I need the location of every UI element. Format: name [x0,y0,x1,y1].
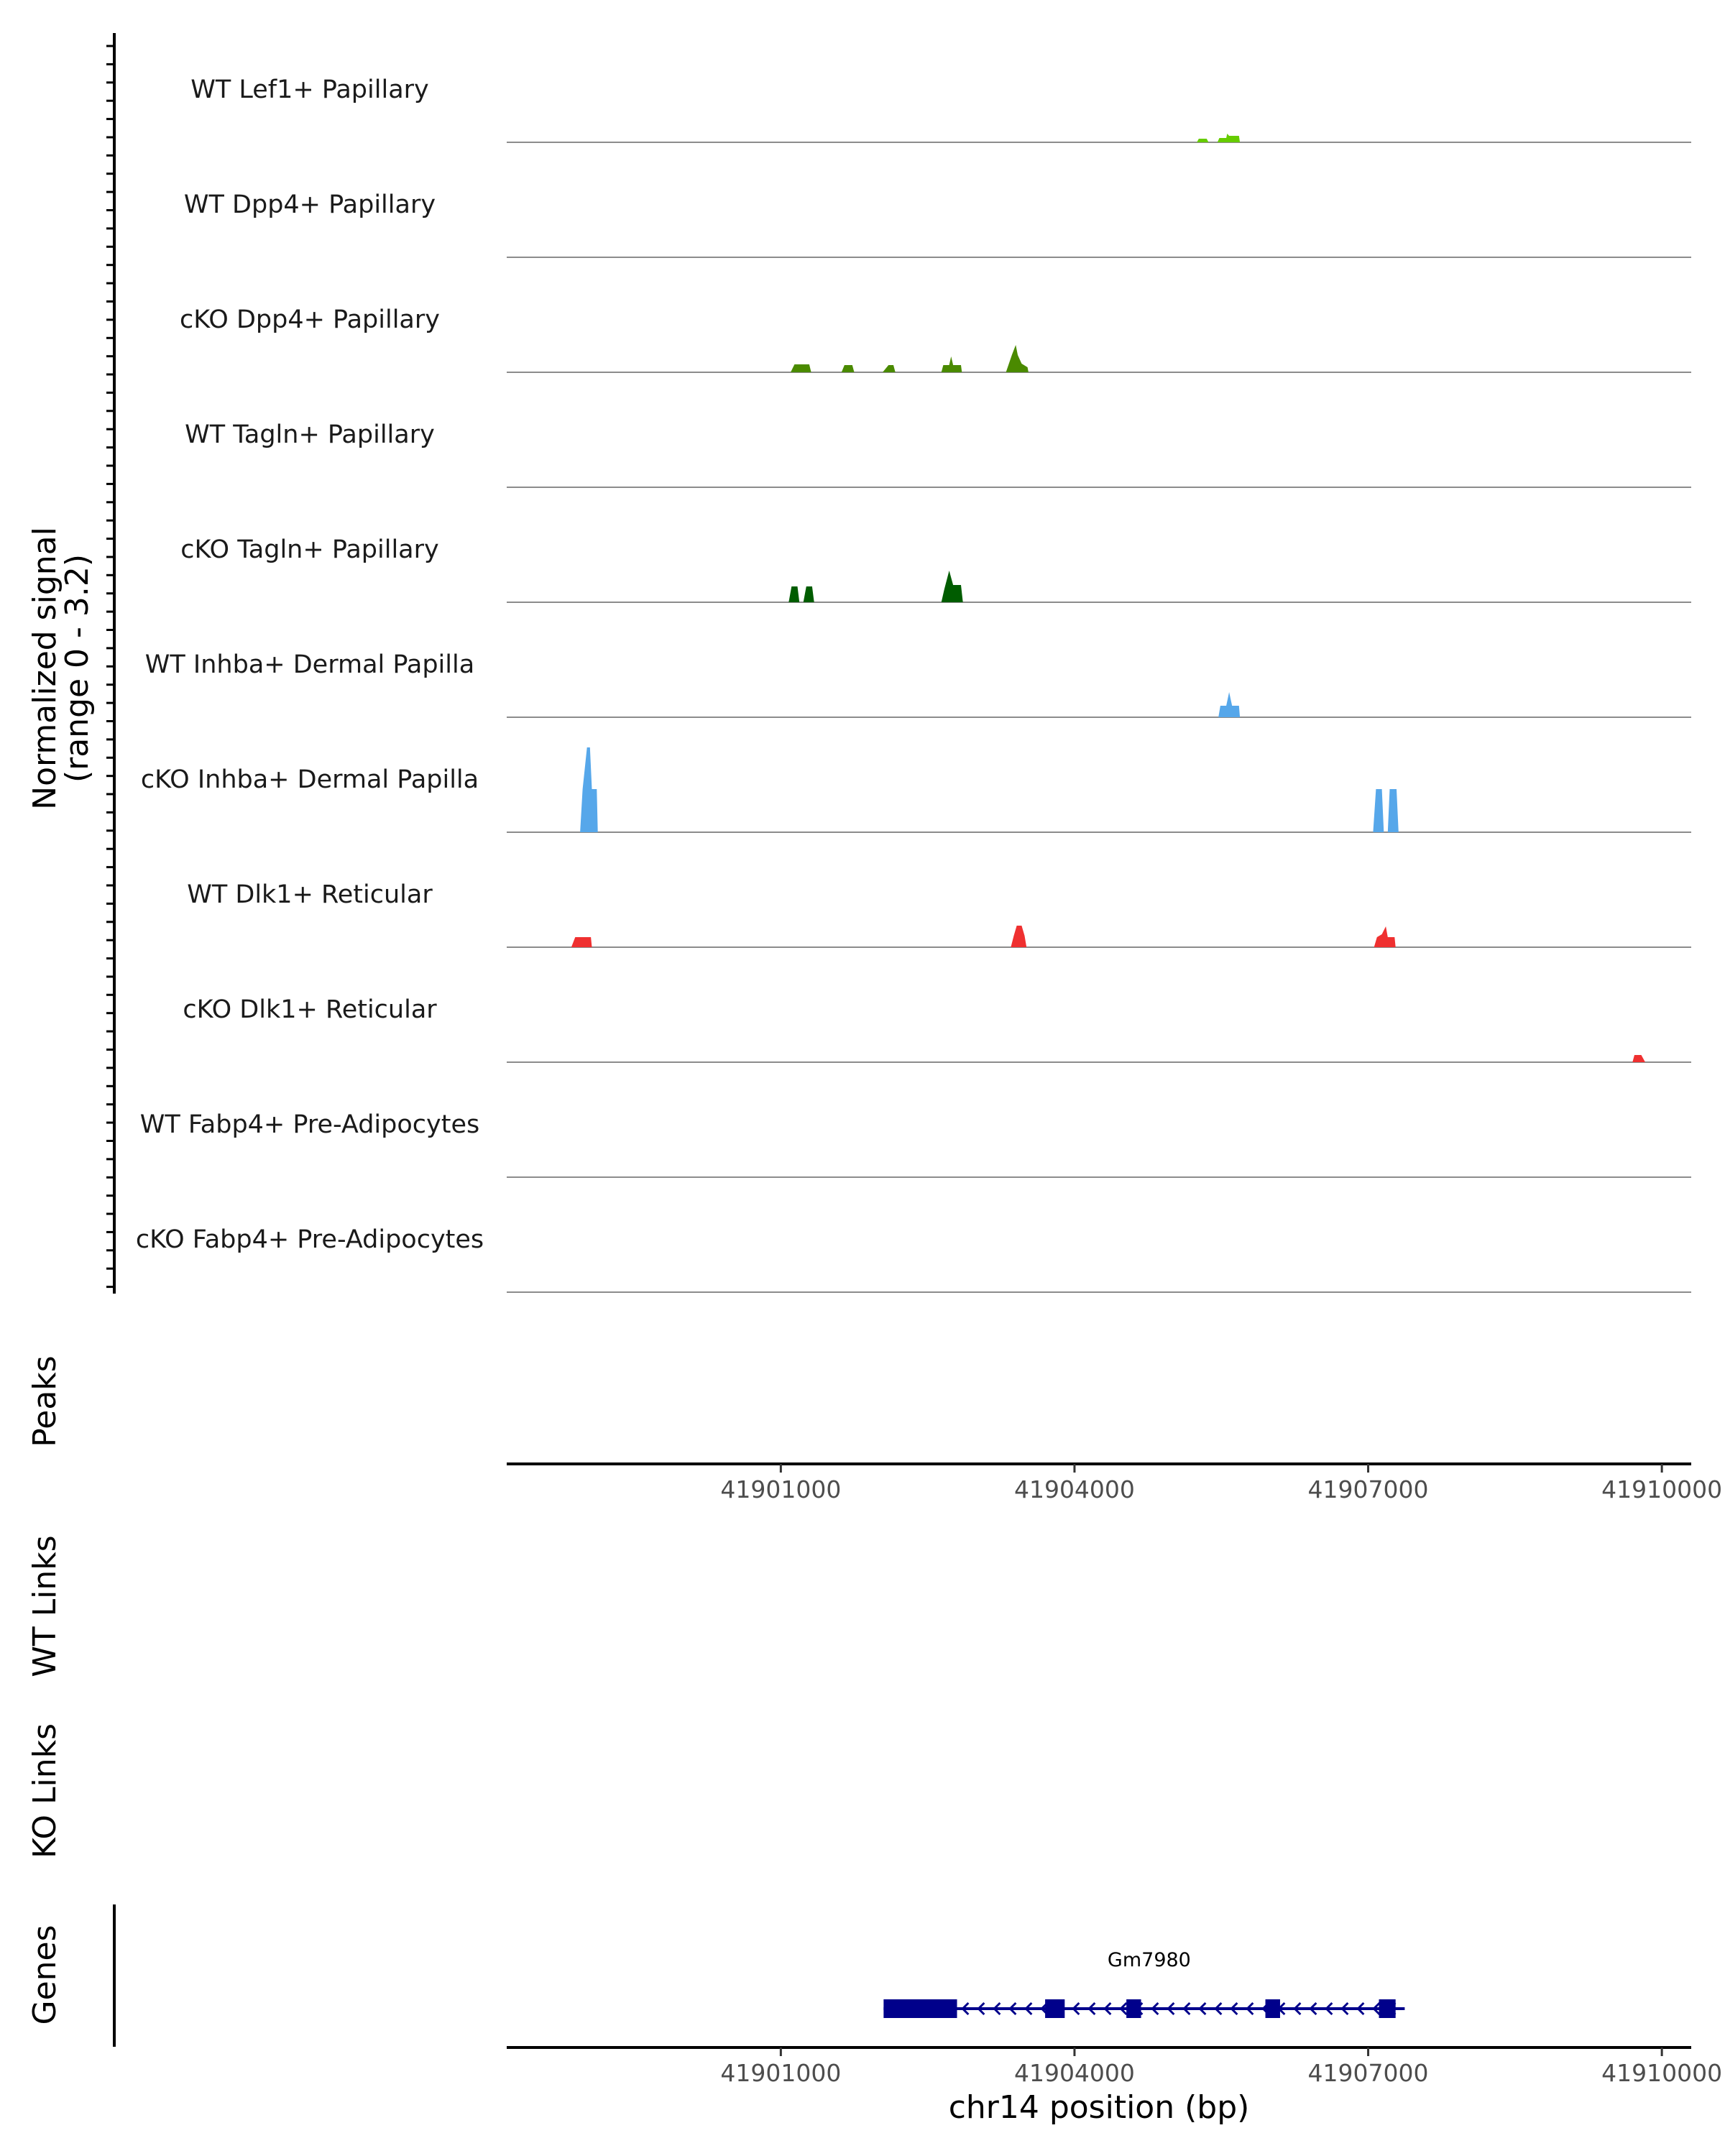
gene-strand-arrow [1230,2001,1238,2016]
gene-strand-arrow [1356,2001,1365,2016]
signal-tracks: WT Lef1+ Papillary WT Dpp4+ Papillary cKO … [136,75,1691,1293]
gene-strand-arrow [1246,2001,1254,2016]
track-label-wt-inhba-dermal-papilla: WT Inhba+ Dermal Papilla [145,650,474,679]
track-label-wt-dpp4-papillary: WT Dpp4+ Papillary [184,190,436,219]
gene-exon [883,1999,957,2018]
track-label-cko-fabp4-pre-adipocytes: cKO Fabp4+ Pre-Adipocytes [136,1225,484,1254]
gene-strand-arrow [961,2001,970,2016]
gene-strand-arrow [1008,2001,1017,2016]
track-signal-cko-dlk1-reticular [1632,1055,1645,1062]
track-wt-fabp4-pre-adipocytes: WT Fabp4+ Pre-Adipocytes [140,1110,1691,1178]
track-label-cko-tagln-papillary: cKO Tagln+ Papillary [180,535,439,564]
x-tick-label: 41910000 [1601,2059,1722,2087]
track-cko-dlk1-reticular: cKO Dlk1+ Reticular [183,995,1691,1063]
wt-links-track-label: WT Links [27,1535,63,1677]
track-signal-wt-dlk1-reticular [571,926,1396,947]
x-tick-label: 41904000 [1014,2059,1135,2087]
gene-strand-arrow [1198,2001,1207,2016]
y-axis-title-line2: (range 0 - 3.2) [59,554,96,783]
track-wt-dpp4-papillary: WT Dpp4+ Papillary [184,190,1691,258]
gene-strand-arrow [977,2001,985,2016]
peaks-track-label: Peaks [27,1355,63,1447]
ko-links-track-label: KO Links [27,1723,63,1858]
track-label-wt-lef1-papillary: WT Lef1+ Papillary [190,75,429,104]
gene-exon [1265,1999,1280,2018]
track-signal-wt-lef1-papillary [1197,134,1241,142]
track-cko-fabp4-pre-adipocytes: cKO Fabp4+ Pre-Adipocytes [136,1225,1691,1293]
bottom-x-axis-ticks: 41901000 41904000 41907000 41910000 [720,2047,1722,2087]
gene-strand-arrow [1309,2001,1317,2016]
track-wt-dlk1-reticular: WT Dlk1+ Reticular [187,880,1691,948]
track-wt-lef1-papillary: WT Lef1+ Papillary [190,75,1691,143]
x-axis-title: chr14 position (bp) [949,2089,1250,2126]
peaks-x-axis-ticks: 41901000 41904000 41907000 41910000 [720,1464,1722,1503]
gene-strand-arrow [1119,2001,1128,2016]
track-label-wt-tagln-papillary: WT Tagln+ Papillary [185,420,435,449]
track-cko-dpp4-papillary: cKO Dpp4+ Papillary [180,305,1691,373]
gene-strand-arrow [1293,2001,1302,2016]
track-label-wt-dlk1-reticular: WT Dlk1+ Reticular [187,880,433,909]
gene-strand-arrow [1103,2001,1112,2016]
x-tick-label: 41907000 [1308,2059,1429,2087]
gene-exon [1126,1999,1141,2018]
gene-exon [1379,1999,1396,2018]
track-signal-cko-inhba-dermal-papilla [580,747,1399,832]
gene-strand-arrow [993,2001,1001,2016]
x-tick-label: 41907000 [1308,1475,1429,1503]
x-tick-label: 41904000 [1014,1475,1135,1503]
gene-strand-arrow [1325,2001,1333,2016]
track-wt-tagln-papillary: WT Tagln+ Papillary [185,420,1691,488]
track-label-cko-dpp4-papillary: cKO Dpp4+ Papillary [180,305,440,334]
signal-y-axis-ticks [106,45,114,1289]
track-signal-wt-inhba-dermal-papilla [1218,692,1241,717]
x-tick-label: 41901000 [720,2059,841,2087]
gene-strand-arrow [1024,2001,1033,2016]
genes-track-label: Genes [27,1925,63,2024]
gene-strand-arrow [1372,2001,1381,2016]
gene-exon [1045,1999,1065,2018]
gene-strand-arrow [1151,2001,1159,2016]
gene-strand-arrow [1167,2001,1175,2016]
y-axis-title-line1: Normalized signal [27,527,63,810]
gene-annotation [883,1999,1405,2018]
track-label-wt-fabp4-pre-adipocytes: WT Fabp4+ Pre-Adipocytes [140,1110,479,1139]
x-tick-label: 41901000 [720,1475,841,1503]
gene-name-label: Gm7980 [1108,1949,1191,1971]
gene-strand-arrow [1214,2001,1223,2016]
track-label-cko-dlk1-reticular: cKO Dlk1+ Reticular [183,995,437,1024]
track-signal-cko-dpp4-papillary [791,345,1029,372]
gene-strand-arrow [1087,2001,1096,2016]
track-signal-cko-tagln-papillary [788,571,963,602]
gene-strand-arrow [1182,2001,1191,2016]
x-tick-label: 41910000 [1601,1475,1722,1503]
track-label-cko-inhba-dermal-papilla: cKO Inhba+ Dermal Papilla [141,765,479,794]
track-cko-tagln-papillary: cKO Tagln+ Papillary [180,535,1691,603]
gene-strand-arrow [1072,2001,1080,2016]
track-cko-inhba-dermal-papilla: cKO Inhba+ Dermal Papilla [141,747,1691,833]
track-wt-inhba-dermal-papilla: WT Inhba+ Dermal Papilla [145,650,1691,718]
gene-strand-arrow [1340,2001,1349,2016]
